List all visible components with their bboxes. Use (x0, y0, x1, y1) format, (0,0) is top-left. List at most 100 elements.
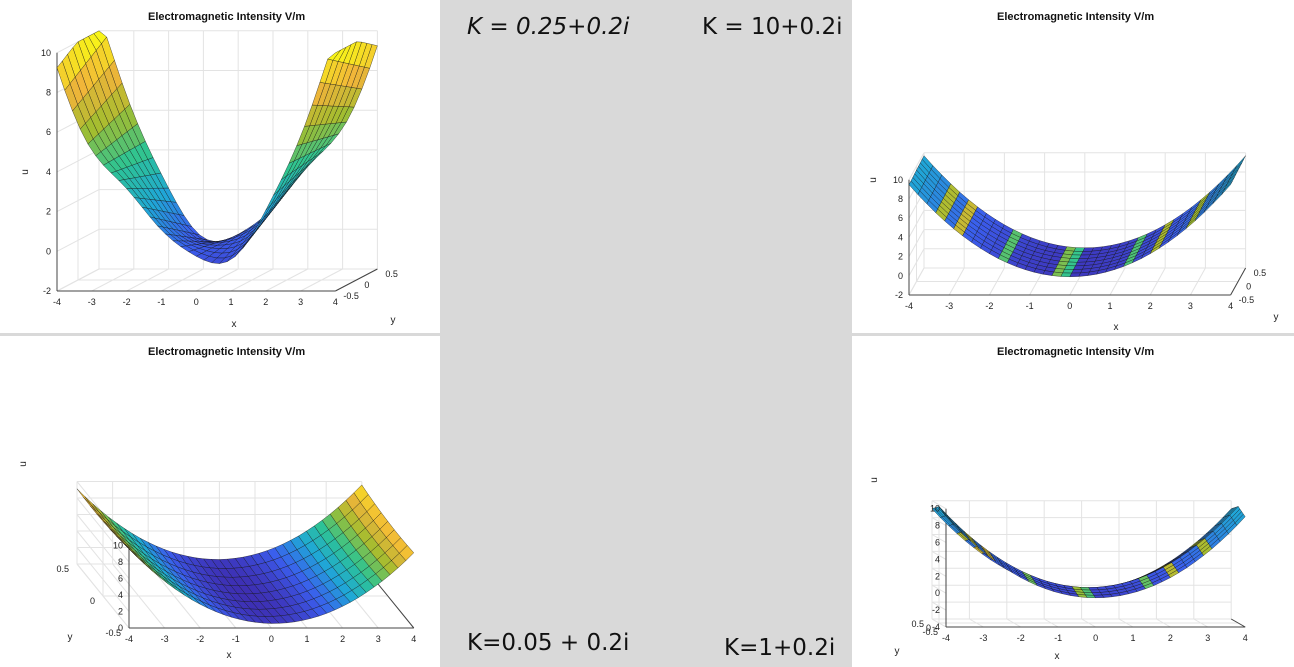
annotation-k-10: K = 10+0.2i (702, 14, 843, 40)
x-tick-label: -3 (161, 634, 169, 644)
x-tick-label: 4 (1228, 301, 1233, 311)
z-tick-label: 2 (118, 607, 123, 617)
z-axis-label: u (20, 169, 31, 175)
z-tick-label: 0 (935, 588, 940, 598)
annotation-k-025: K = 0.25+0.2i (467, 14, 630, 40)
x-tick-label: 0 (269, 634, 274, 644)
x-tick-label: -2 (196, 634, 204, 644)
x-tick-label: 2 (263, 297, 268, 307)
x-axis-label: x (1114, 322, 1119, 333)
axis-line (1230, 618, 1246, 628)
x-tick-label: 3 (298, 297, 303, 307)
x-tick-label: 3 (1205, 633, 1210, 643)
x-tick-label: -2 (1017, 633, 1025, 643)
chart-title: Electromagnetic Intensity V/m (148, 11, 306, 23)
surface-mesh (76, 484, 415, 624)
z-tick-label: 0 (118, 623, 123, 633)
z-tick-label: 6 (46, 127, 51, 137)
chart-panel-top-right: -4 -3 -2 -1 0 1 2 3 4 -0.5 0 0.5 -2 0 2 4 6 8 10 x y u Electr… (852, 0, 1294, 333)
x-tick-label: 0 (1093, 633, 1098, 643)
z-tick-label: 4 (46, 167, 51, 177)
y-tick-label: 0 (90, 596, 95, 606)
z-tick-label: 10 (41, 48, 51, 58)
x-tick-label: -2 (123, 297, 131, 307)
y-tick-label: -0.5 (1239, 295, 1255, 305)
x-tick-label: 1 (228, 297, 233, 307)
x-tick-label: 0 (194, 297, 199, 307)
y-tick-label: 0.5 (56, 564, 69, 574)
x-axis-label: x (232, 319, 237, 330)
x-tick-label: -1 (157, 297, 165, 307)
annotation-k-005: K=0.05 + 0.2i (467, 630, 630, 656)
z-tick-label: 8 (46, 88, 51, 98)
surface-plot-top-left: -4 -3 -2 -1 0 1 2 3 4 -0.5 0 0.5 -2 0 2 4 6 8 10 x y u (20, 30, 398, 330)
y-tick-label: 0 (364, 280, 369, 290)
z-tick-label: 4 (118, 590, 123, 600)
z-axis-label: u (18, 461, 29, 467)
y-axis-label: y (1274, 312, 1279, 323)
axis-line (1230, 267, 1247, 296)
y-tick-label: 0 (926, 623, 931, 633)
surface-facet (1221, 180, 1233, 195)
x-tick-label: -3 (979, 633, 987, 643)
x-axis-label: x (227, 650, 232, 661)
z-tick-label: 4 (935, 554, 940, 564)
x-tick-label: -4 (905, 301, 913, 311)
x-tick-label: -1 (1026, 301, 1034, 311)
z-tick-label: 0 (898, 271, 903, 281)
surface-mesh (56, 30, 378, 264)
x-tick-label: -3 (88, 297, 96, 307)
y-tick-label: -0.5 (343, 291, 359, 301)
x-tick-label: -4 (942, 633, 950, 643)
surface-facet (327, 49, 341, 61)
chart-title: Electromagnetic Intensity V/m (997, 346, 1155, 358)
z-tick-label: 6 (898, 213, 903, 223)
surface-mesh (908, 155, 1246, 277)
z-tick-label: 4 (898, 232, 903, 242)
axis-line (335, 268, 378, 292)
x-tick-label: 2 (340, 634, 345, 644)
surface-mesh (931, 506, 1246, 598)
z-tick-label: 10 (113, 541, 123, 551)
z-tick-label: -4 (932, 622, 940, 632)
x-tick-label: 2 (1148, 301, 1153, 311)
y-tick-label: 0.5 (385, 269, 398, 279)
x-tick-label: 4 (1243, 633, 1248, 643)
z-axis-label: u (868, 177, 879, 183)
x-tick-label: 3 (376, 634, 381, 644)
z-tick-label: 0 (46, 246, 51, 256)
z-tick-label: 8 (935, 521, 940, 531)
x-tick-label: 3 (1188, 301, 1193, 311)
annotation-k-1: K=1+0.2i (724, 635, 836, 661)
z-tick-label: 6 (935, 538, 940, 548)
z-axis-label: u (869, 477, 880, 483)
surface-facet (1234, 513, 1246, 526)
z-tick-label: -2 (895, 290, 903, 300)
z-tick-label: 2 (46, 207, 51, 217)
surface-facet (83, 497, 99, 514)
chart-panel-bottom-right: -4 -3 -2 -1 0 1 2 3 4 -0.5 0 0.5 -4 -2 0 2 4 6 8 10 x y u Elec… (852, 336, 1294, 667)
x-axis-label: x (1055, 651, 1060, 662)
x-tick-label: -1 (1054, 633, 1062, 643)
z-tick-label: -2 (932, 605, 940, 615)
chart-title: Electromagnetic Intensity V/m (148, 346, 306, 358)
z-tick-label: 10 (930, 504, 940, 514)
x-tick-label: 1 (304, 634, 309, 644)
z-tick-label: 6 (118, 574, 123, 584)
x-tick-label: -4 (53, 297, 61, 307)
x-tick-label: 4 (333, 297, 338, 307)
x-tick-label: -3 (945, 301, 953, 311)
y-tick-label: 0.5 (911, 619, 924, 629)
y-tick-label: -0.5 (105, 628, 121, 638)
chart-panel-top-left: -4 -3 -2 -1 0 1 2 3 4 -0.5 0 0.5 -2 0 2 4 6 8 10 x y u Electr… (0, 0, 440, 333)
x-tick-label: 4 (411, 634, 416, 644)
y-tick-label: 0.5 (1254, 268, 1267, 278)
chart-title: Electromagnetic Intensity V/m (997, 11, 1155, 23)
x-tick-label: -2 (985, 301, 993, 311)
